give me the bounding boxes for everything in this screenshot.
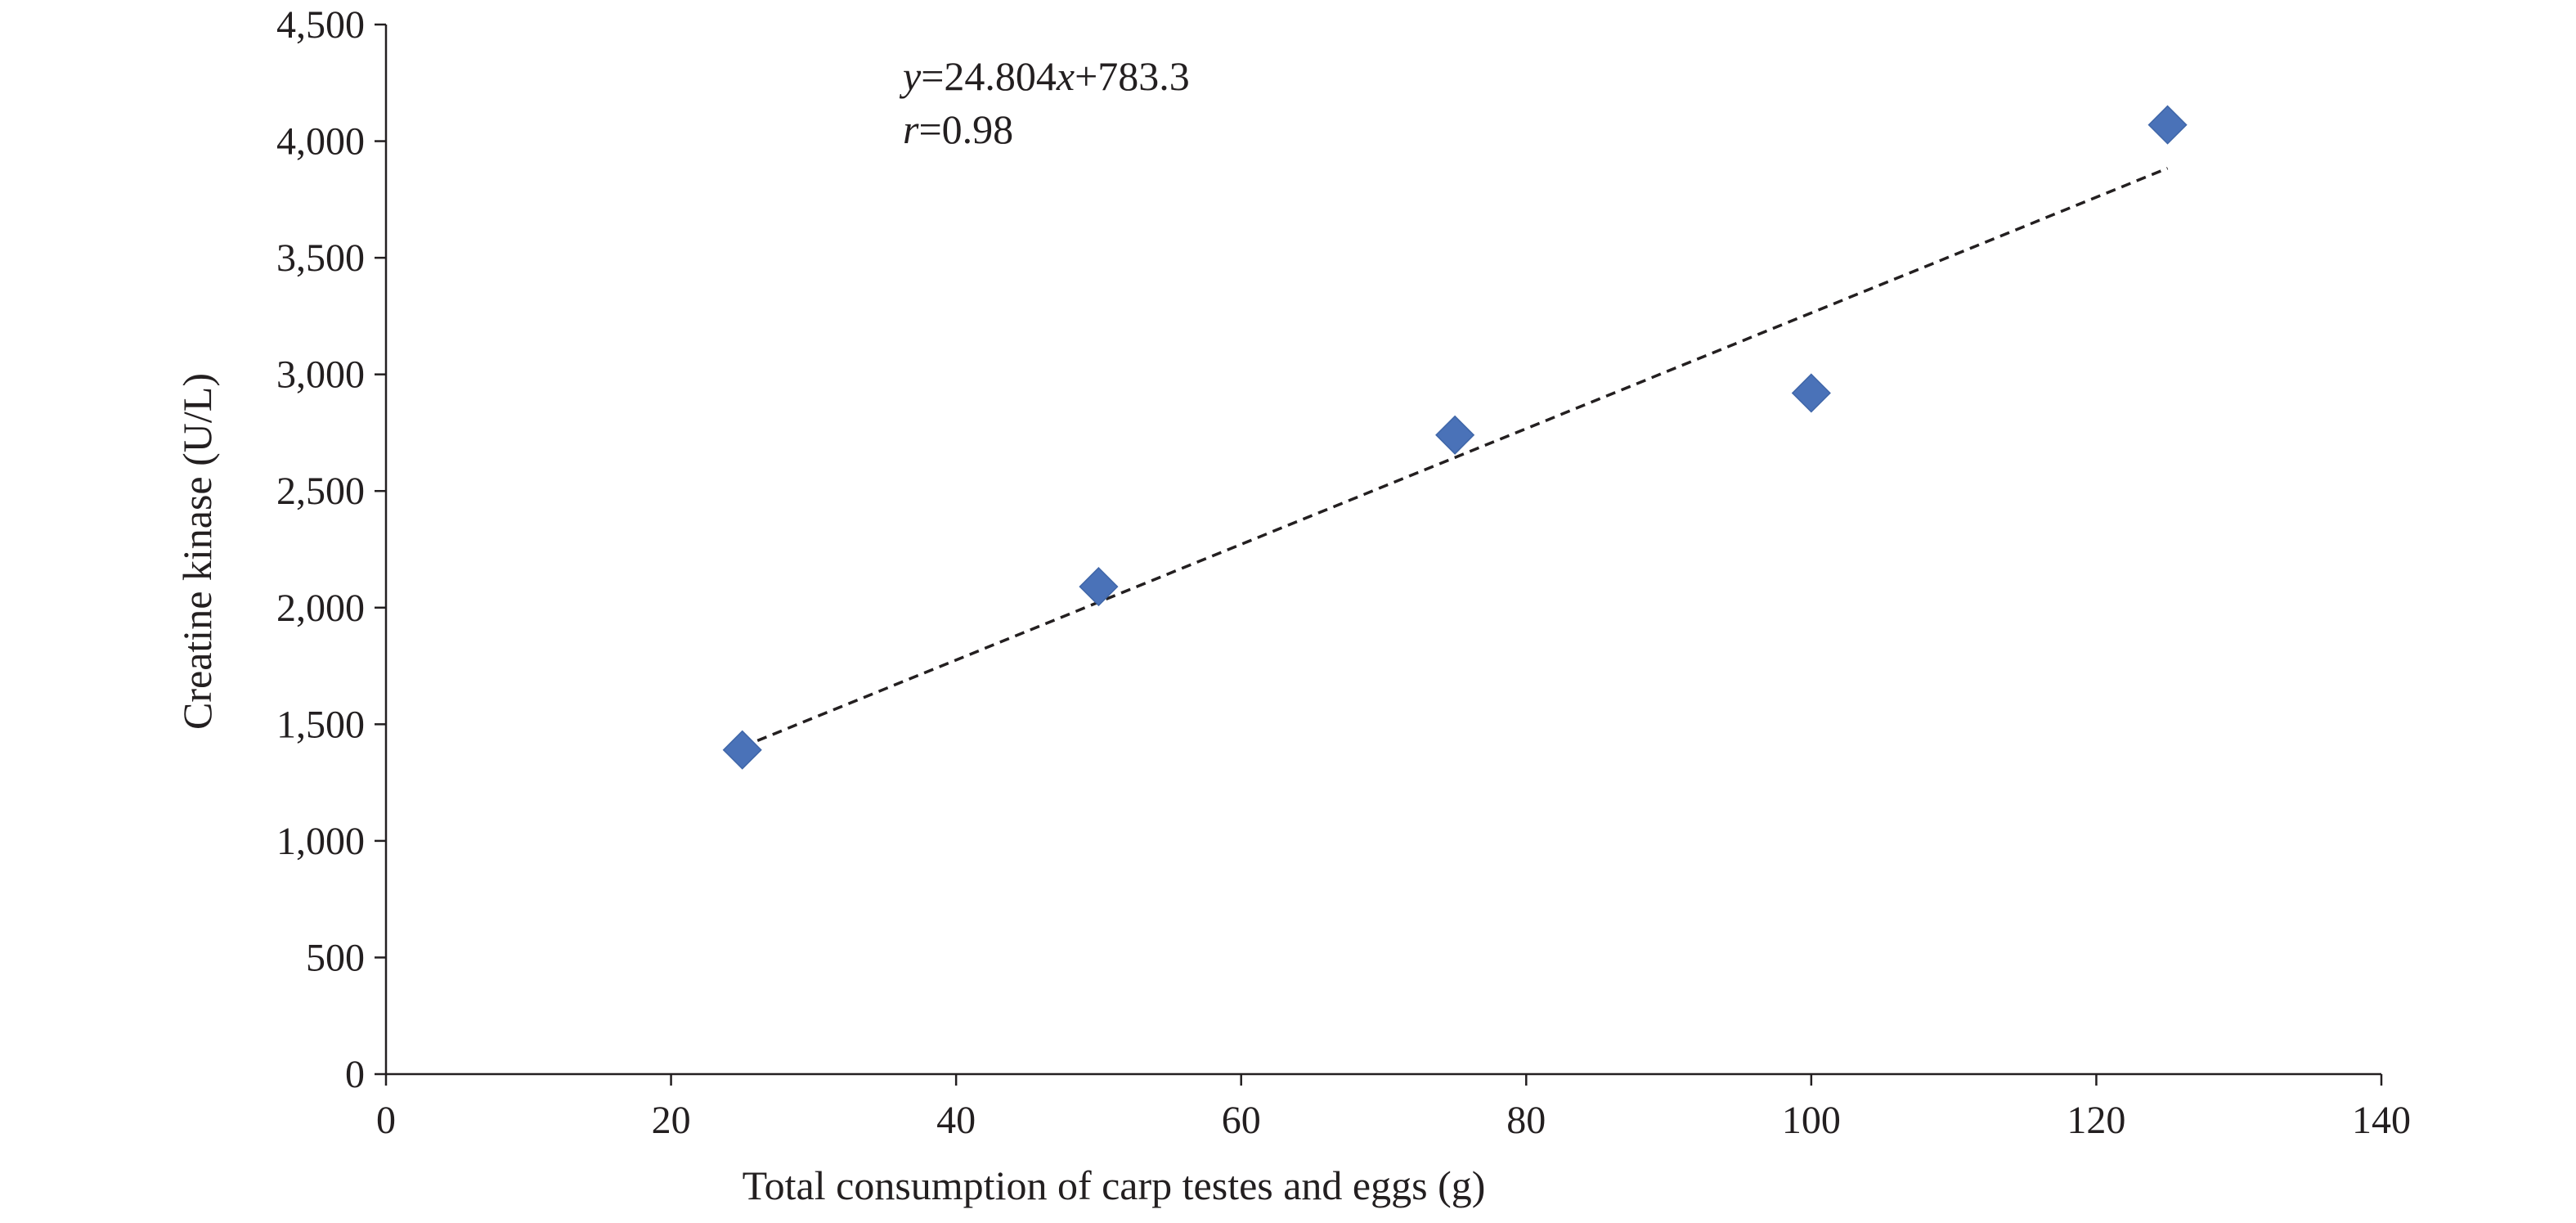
- data-point: [2147, 105, 2188, 145]
- data-points: [722, 105, 2188, 770]
- axes: 0 500 1,000 1,500 2,000 2,500 3,000 3,500 4,000 4…: [276, 3, 2411, 1142]
- x-tick-label: 80: [1506, 1099, 1546, 1142]
- y-tick-label: 1,000: [276, 820, 365, 863]
- x-tick-label: 120: [2067, 1099, 2125, 1142]
- trendline: [742, 167, 2169, 749]
- data-point: [722, 730, 762, 770]
- y-tick-label: 4,000: [276, 120, 365, 164]
- y-tick-label: 500: [306, 936, 365, 979]
- regression-equation: y=24.804x+783.3: [899, 53, 1190, 99]
- x-tick-label: 20: [652, 1099, 691, 1142]
- x-tick-label: 40: [936, 1099, 976, 1142]
- x-tick-label: 60: [1222, 1099, 1261, 1142]
- x-tick-label: 0: [376, 1099, 396, 1142]
- x-tick-label: 100: [1782, 1099, 1841, 1142]
- trendline-layer: [742, 167, 2169, 749]
- y-tick-label: 2,500: [276, 470, 365, 513]
- y-tick-label: 3,000: [276, 353, 365, 397]
- y-tick-label: 0: [345, 1053, 365, 1096]
- y-tick-label: 3,500: [276, 236, 365, 280]
- x-tick-label: 140: [2352, 1099, 2411, 1142]
- data-point: [1079, 567, 1119, 607]
- correlation-coefficient: r=0.98: [903, 106, 1013, 152]
- data-point: [1791, 373, 1831, 413]
- y-axis-title: Creatine kinase (U/L): [174, 373, 220, 730]
- y-tick-label: 4,500: [276, 3, 365, 47]
- y-tick-label: 1,500: [276, 703, 365, 746]
- data-point: [1435, 415, 1475, 455]
- y-tick-label: 2,000: [276, 587, 365, 630]
- x-axis-title: Total consumption of carp testes and egg…: [743, 1162, 1486, 1208]
